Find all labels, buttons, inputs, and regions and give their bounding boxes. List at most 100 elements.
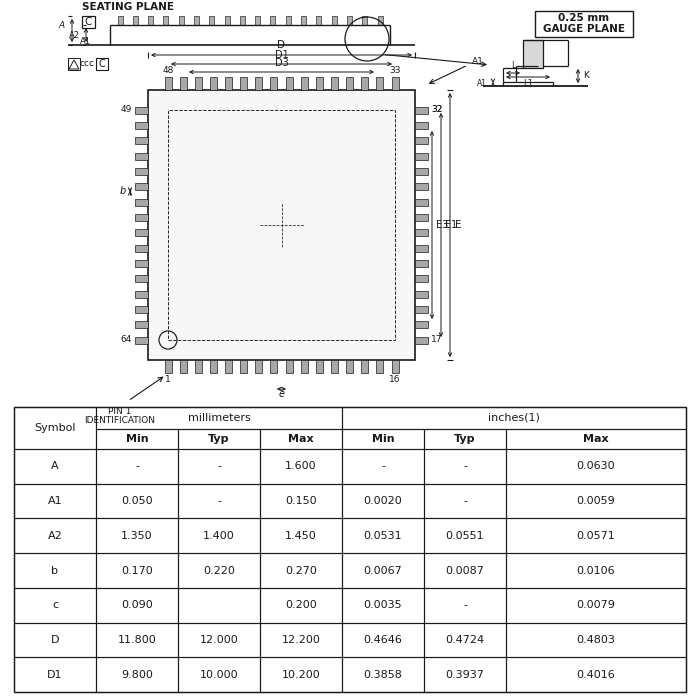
Bar bbox=[506, 588, 686, 622]
Text: 0.0087: 0.0087 bbox=[446, 566, 484, 575]
Text: -: - bbox=[381, 461, 385, 471]
Bar bbox=[415, 137, 428, 144]
Text: -: - bbox=[135, 461, 139, 471]
Text: 9.800: 9.800 bbox=[121, 670, 153, 680]
Bar bbox=[225, 360, 232, 373]
Bar bbox=[14, 519, 96, 553]
Text: inches(1): inches(1) bbox=[488, 413, 540, 423]
Bar bbox=[255, 16, 260, 25]
Bar bbox=[148, 90, 415, 360]
Bar bbox=[178, 16, 183, 25]
Bar bbox=[14, 449, 96, 484]
Bar bbox=[415, 321, 428, 328]
Bar bbox=[506, 553, 686, 588]
Bar bbox=[415, 183, 428, 190]
Bar bbox=[135, 199, 148, 206]
Text: 1.600: 1.600 bbox=[285, 461, 317, 471]
Bar bbox=[347, 16, 352, 25]
Text: 0.0067: 0.0067 bbox=[363, 566, 402, 575]
Bar bbox=[135, 337, 148, 344]
Bar bbox=[424, 519, 506, 553]
Bar bbox=[506, 429, 686, 449]
Text: Typ: Typ bbox=[454, 434, 476, 444]
Bar bbox=[180, 77, 187, 90]
Text: 1.350: 1.350 bbox=[121, 531, 153, 541]
Bar bbox=[424, 449, 506, 484]
Bar bbox=[135, 183, 148, 190]
Bar bbox=[194, 16, 199, 25]
Text: D1: D1 bbox=[274, 50, 288, 60]
Text: A1: A1 bbox=[472, 57, 484, 66]
Bar bbox=[415, 168, 428, 175]
Bar bbox=[377, 77, 384, 90]
Text: 0.0531: 0.0531 bbox=[364, 531, 402, 541]
Text: -: - bbox=[463, 600, 467, 610]
Text: 17: 17 bbox=[431, 335, 442, 344]
Bar bbox=[135, 275, 148, 282]
Text: 0.170: 0.170 bbox=[121, 566, 153, 575]
Bar bbox=[342, 519, 424, 553]
Bar bbox=[135, 229, 148, 236]
Text: Max: Max bbox=[288, 434, 314, 444]
Text: 0.25 mm: 0.25 mm bbox=[559, 13, 610, 23]
Bar bbox=[14, 622, 96, 657]
Bar bbox=[415, 337, 428, 344]
Text: L: L bbox=[511, 61, 515, 70]
Text: C: C bbox=[99, 59, 106, 69]
Bar bbox=[342, 407, 686, 429]
Bar bbox=[135, 137, 148, 144]
Bar bbox=[96, 622, 178, 657]
Text: SEATING PLANE: SEATING PLANE bbox=[82, 2, 174, 12]
Text: 16: 16 bbox=[389, 375, 400, 384]
Text: 0.0035: 0.0035 bbox=[364, 600, 402, 610]
Bar bbox=[316, 77, 323, 90]
Text: E1: E1 bbox=[445, 220, 457, 230]
Bar bbox=[260, 429, 342, 449]
Bar bbox=[96, 657, 178, 692]
Text: 11.800: 11.800 bbox=[118, 635, 156, 645]
Bar bbox=[135, 290, 148, 298]
Bar bbox=[178, 449, 260, 484]
Bar bbox=[68, 58, 80, 70]
Text: 0.4724: 0.4724 bbox=[445, 635, 484, 645]
Bar bbox=[260, 519, 342, 553]
Text: K: K bbox=[583, 71, 589, 80]
Bar bbox=[178, 657, 260, 692]
Text: 0.0106: 0.0106 bbox=[577, 566, 615, 575]
Bar bbox=[164, 77, 172, 90]
Bar bbox=[135, 321, 148, 328]
Bar bbox=[286, 77, 293, 90]
Text: 0.3858: 0.3858 bbox=[363, 670, 402, 680]
Bar bbox=[415, 199, 428, 206]
Text: D: D bbox=[277, 40, 286, 50]
Bar bbox=[523, 40, 543, 68]
Bar bbox=[362, 16, 368, 25]
Bar bbox=[180, 360, 187, 373]
Bar bbox=[82, 16, 95, 28]
Bar bbox=[96, 519, 178, 553]
Bar bbox=[96, 484, 178, 519]
Text: Symbol: Symbol bbox=[34, 423, 76, 433]
Bar bbox=[14, 553, 96, 588]
Text: E: E bbox=[455, 220, 461, 230]
Bar bbox=[301, 360, 308, 373]
Text: -: - bbox=[217, 461, 221, 471]
Bar bbox=[301, 16, 306, 25]
Text: 0.050: 0.050 bbox=[121, 496, 153, 506]
Bar bbox=[225, 77, 232, 90]
Bar bbox=[270, 360, 277, 373]
Bar bbox=[133, 16, 138, 25]
Bar bbox=[135, 106, 148, 113]
Bar bbox=[332, 16, 337, 25]
Text: 12.200: 12.200 bbox=[281, 635, 321, 645]
Text: 0.200: 0.200 bbox=[285, 600, 317, 610]
Text: 0.0079: 0.0079 bbox=[577, 600, 615, 610]
Text: 0.0551: 0.0551 bbox=[446, 531, 484, 541]
Bar bbox=[260, 553, 342, 588]
Bar bbox=[342, 657, 424, 692]
Bar bbox=[506, 449, 686, 484]
Bar bbox=[286, 360, 293, 373]
Bar bbox=[178, 484, 260, 519]
Bar bbox=[415, 122, 428, 129]
Bar bbox=[14, 657, 96, 692]
